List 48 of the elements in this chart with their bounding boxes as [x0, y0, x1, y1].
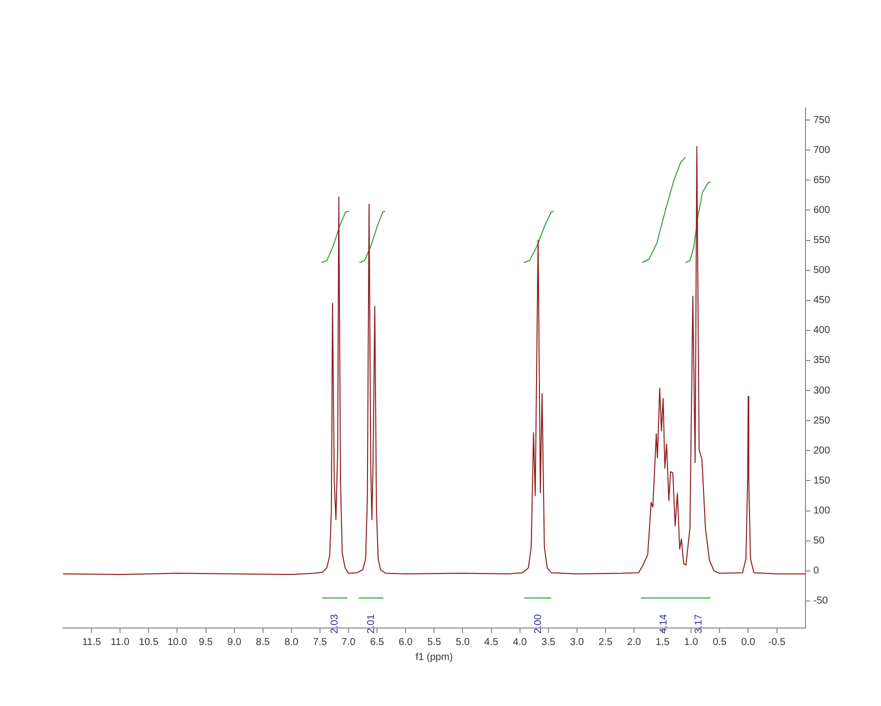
x-tick-label: -0.5	[768, 636, 786, 648]
x-tick-label: 6.0	[398, 636, 413, 648]
annotation: 2.01	[366, 614, 378, 634]
x-tick-label: 9.0	[227, 636, 242, 648]
x-axis-title: f1 (ppm)	[416, 652, 453, 663]
x-tick-label: 0.5	[712, 636, 728, 648]
x-tick-label: 0.0	[741, 636, 756, 648]
y-tick-label: 50	[813, 536, 825, 547]
y-tick-label: 500	[813, 265, 830, 276]
y-tick-label: 650	[813, 174, 830, 186]
annotation: 2.00	[532, 614, 544, 634]
x-tick-label: 5.0	[456, 636, 470, 648]
x-tick-label: 3.5	[541, 636, 556, 648]
y-tick-label: 250	[813, 415, 830, 426]
x-tick-label: 11.5	[82, 636, 102, 648]
y-tick-label: -50	[813, 596, 828, 607]
annotation: 3.17	[693, 614, 704, 634]
y-tick-label: 700	[813, 144, 830, 156]
y-tick-label: 450	[813, 295, 830, 306]
y-tick-label: 100	[813, 506, 830, 517]
y-tick-label: 600	[813, 204, 830, 216]
annotation: 4.14	[658, 614, 670, 634]
x-tick-label: 1.0	[684, 636, 698, 648]
y-tick-label: 150	[813, 475, 830, 486]
x-tick-label: 1.5	[656, 636, 670, 648]
x-tick-label: 7.5	[313, 636, 328, 648]
annotation: 2.03	[330, 614, 341, 634]
x-tick-label: 10.5	[138, 636, 159, 648]
y-tick-label: 200	[813, 445, 830, 456]
x-tick-label: 11.0	[110, 636, 130, 648]
x-tick-label: 5.5	[427, 636, 442, 648]
y-tick-label: 400	[813, 325, 830, 336]
x-tick-label: 10.0	[167, 636, 188, 648]
y-tick-label: 0	[813, 566, 820, 577]
x-tick-label: 7.0	[342, 636, 356, 648]
x-tick-label: 9.5	[198, 636, 214, 648]
x-tick-label: 3.0	[570, 636, 584, 648]
x-tick-label: 2.0	[627, 636, 642, 648]
y-tick-label: 550	[813, 235, 830, 246]
y-tick-label: 300	[813, 385, 830, 396]
x-tick-label: 6.5	[370, 636, 384, 648]
x-tick-label: 2.5	[598, 636, 613, 648]
y-tick-label: 350	[813, 355, 830, 366]
x-tick-label: 8.0	[284, 636, 299, 648]
x-tick-label: 4.0	[512, 636, 528, 648]
y-tick-label: 750	[813, 114, 830, 126]
x-tick-label: 8.5	[256, 636, 270, 648]
x-tick-label: 4.5	[484, 636, 499, 648]
